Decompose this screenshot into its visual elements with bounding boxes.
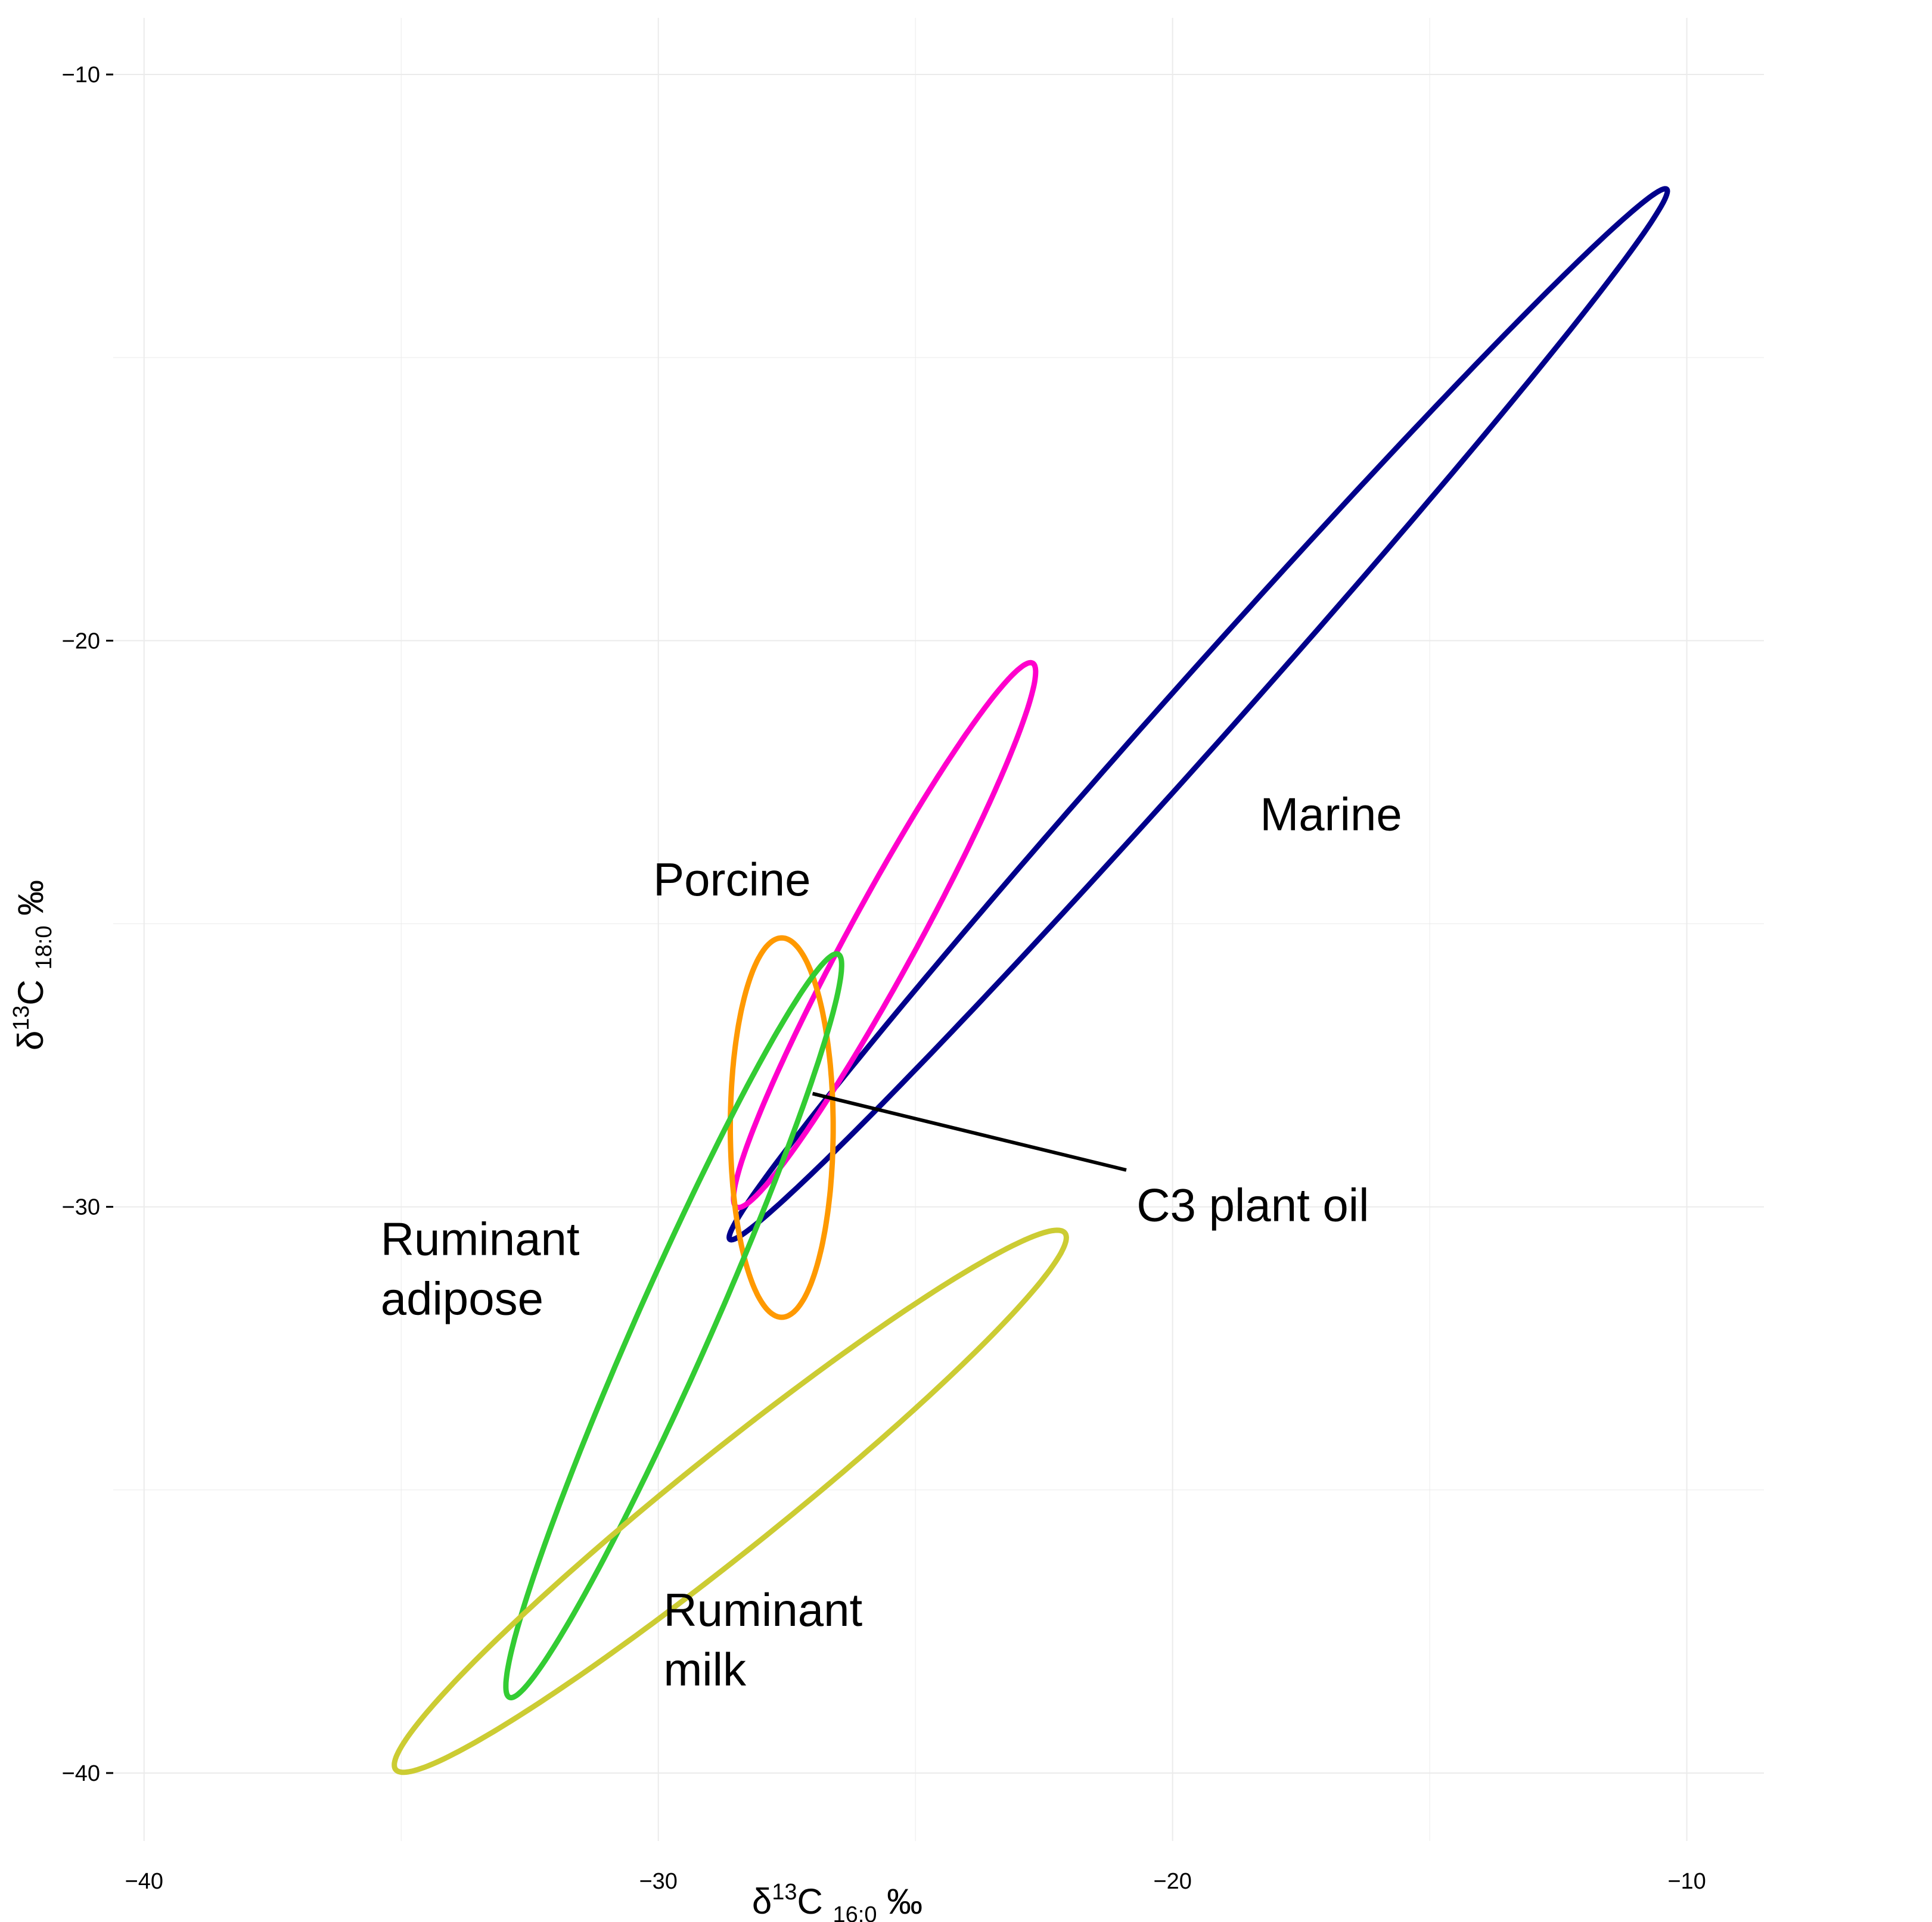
label-ruminant-milk: Ruminant milk [663, 1584, 862, 1696]
x-tick-label-1: −30 [639, 1869, 677, 1894]
label-marine: Marine [1260, 788, 1402, 841]
ellipses [392, 186, 1670, 1775]
y-tick-label-0: −10 [62, 63, 100, 88]
ellipse-marine [726, 186, 1670, 1243]
label-ruminant-adipose-line-0: Ruminant [381, 1212, 580, 1265]
grid [113, 18, 1764, 1841]
y-axis-title-part-4: ‰ [11, 880, 51, 926]
x-axis-title: δ13C 16:0 ‰ [752, 1880, 922, 1922]
label-c3-plant-oil-line-0: C3 plant oil [1136, 1178, 1369, 1231]
y-tick-label-2: −30 [62, 1195, 100, 1220]
label-ruminant-adipose-line-1: adipose [381, 1272, 543, 1324]
x-axis-title-part-4: ‰ [877, 1881, 922, 1921]
label-marine-line-0: Marine [1260, 788, 1402, 841]
label-ruminant-adipose: Ruminant adipose [381, 1212, 580, 1324]
x-tick-label-3: −10 [1667, 1869, 1706, 1894]
y-tick-label-3: −40 [62, 1761, 100, 1786]
y-tick-label-1: −20 [62, 629, 100, 654]
label-c3-plant-oil: C3 plant oil [1136, 1178, 1369, 1231]
label-ruminant-milk-line-1: milk [663, 1643, 747, 1696]
ellipse-ruminant-milk [392, 1227, 1069, 1775]
label-ruminant-milk-line-0: Ruminant [663, 1584, 862, 1636]
y-axis-title-part-2: C [11, 969, 51, 1005]
x-tick-label-2: −20 [1153, 1869, 1191, 1894]
label-porcine-line-0: Porcine [653, 853, 810, 906]
y-axis-title-part-1: 13 [9, 1005, 34, 1030]
y-axis-title-part-3: 18:0 [32, 926, 57, 970]
x-axis-title-part-2: C [797, 1881, 833, 1921]
ellipse-ruminant-adipose [503, 951, 844, 1700]
x-axis-title-part-0: δ [752, 1881, 772, 1921]
x-tick-label-0: −40 [125, 1869, 163, 1894]
arrow-c3-plant-oil [812, 1091, 1127, 1172]
y-axis-title: δ13C 18:0 ‰ [9, 880, 57, 1050]
ellipse-porcine [731, 660, 1039, 1211]
label-porcine: Porcine [653, 853, 810, 906]
x-axis-title-part-3: 16:0 [833, 1902, 877, 1922]
annotations: Marine Porcine C3 plant oil Ruminant adipose… [381, 788, 1402, 1696]
y-axis-title-part-0: δ [11, 1031, 51, 1050]
x-axis-title-part-1: 13 [772, 1880, 797, 1905]
